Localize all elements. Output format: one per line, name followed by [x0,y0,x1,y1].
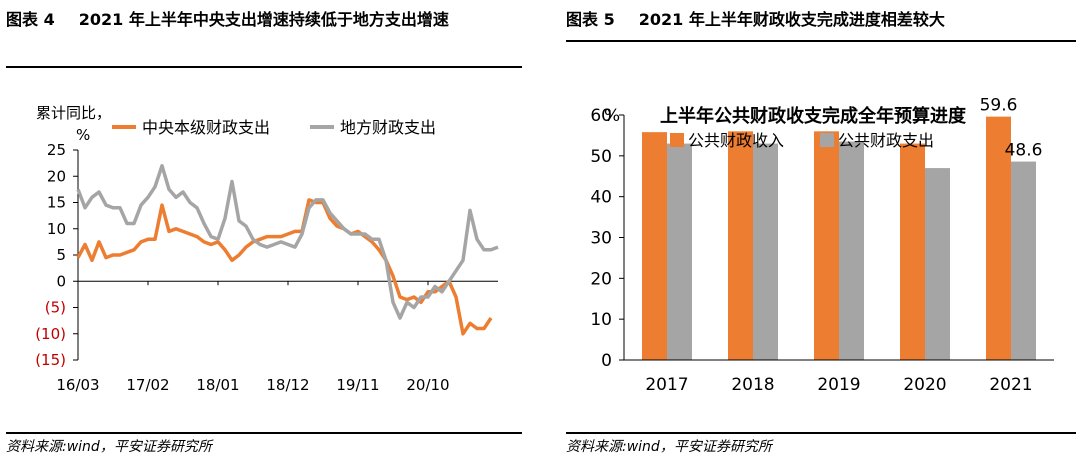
figure-4-title: 图表 4 2021 年上半年中央支出增速持续低于地方支出增速 [6,8,526,32]
bar-2019-expenditure [839,141,864,360]
series-line-1 [76,198,493,336]
y-tick-label: 10 [590,310,612,330]
y-tick-label: (5) [45,299,66,317]
y-tick-label: 20 [47,167,66,185]
bar-2018-revenue [728,131,753,360]
series-line-2 [76,164,499,320]
x-tick-label: 2017 [645,375,688,395]
x-tick-label: 2019 [817,375,860,395]
figure-4-top-rule [6,66,522,68]
y-axis-unit: % [76,126,90,144]
legend-label-1: 中央本级财政支出 [142,118,270,137]
figure-4-title-text: 2021 年上半年中央支出增速持续低于地方支出增速 [78,10,449,29]
bar-2020-expenditure [925,168,950,360]
figure-5-panel: 图表 5 2021 年上半年财政收支完成进度相差较大 0 10 20 30 40 50 60%… [560,0,1080,463]
bar-2017-revenue [642,132,667,360]
figure-5-source: 资料来源:wind，平安证券研究所 [566,439,772,455]
figure-4-number: 图表 4 [6,10,55,29]
legend-swatch-1 [670,133,684,147]
y-tick-label: 15 [47,194,66,212]
figure-5-number: 图表 5 [566,10,615,29]
figure-5-title-text: 2021 年上半年财政收支完成进度相差较大 [638,10,945,29]
x-tick-label: 19/11 [336,376,379,394]
legend-label-2: 公共财政支出 [838,131,934,150]
x-tick-label: 2018 [731,375,774,395]
bar-2020-revenue [900,143,925,360]
y-tick-label: (10) [35,325,66,343]
bar-2017-expenditure [667,143,692,360]
figure-4-bottom-rule [6,432,522,434]
figure-5-title: 图表 5 2021 年上半年财政收支完成进度相差较大 [566,8,1076,32]
line-chart: 累计同比，% 中央本级财政支出 地方财政支出 25 20 15 10 5 0 (5) (10) (15… [35,104,499,394]
x-tick-label: 20/10 [406,376,449,394]
bar-2021-expenditure [1011,161,1036,360]
bar-2019-revenue [814,131,839,360]
legend-label-1: 公共财政收入 [688,131,784,150]
data-label: 48.6 [1005,141,1043,161]
figure-4-panel: 图表 4 2021 年上半年中央支出增速持续低于地方支出增速 累计同比，% 中央本级… [0,0,530,463]
y-tick-label: 50 [590,147,612,167]
x-tick-label: 18/01 [196,376,239,394]
bar-2018-expenditure [753,143,778,360]
x-tick-label: 2021 [989,375,1032,395]
y-tick-label: (15) [35,351,66,369]
y-tick-label: 5 [56,246,66,264]
bar-2021-revenue [986,116,1011,360]
y-tick-label: 20 [590,269,612,289]
y-tick-label: 0 [56,272,66,290]
y-tick-label: 25 [47,141,66,159]
figure-5-top-rule [566,40,1076,42]
y-tick-label: 10 [47,220,66,238]
y-axis-label: 累计同比， [36,104,111,122]
legend-swatch-2 [820,133,834,147]
figure-5-bottom-rule [566,432,1076,434]
y-tick-label: 40 [590,188,612,208]
data-label: 59.6 [980,96,1018,116]
x-tick-label: 18/12 [266,376,309,394]
y-tick-label: 60 [590,106,612,126]
figure-4-source: 资料来源:wind，平安证券研究所 [6,439,212,455]
y-tick-label: 0 [601,351,612,371]
x-tick-label: 17/02 [126,376,169,394]
bar-chart: 0 10 20 30 40 50 60% 2017 2018 2019 2020 2021 59.6 48… [590,96,1054,395]
chart-title: 上半年公共财政收支完成全年预算进度 [660,105,967,127]
y-axis-unit: % [604,106,620,126]
x-tick-label: 2020 [903,375,946,395]
y-tick-label: 30 [590,229,612,249]
x-tick-label: 16/03 [56,376,99,394]
legend-label-2: 地方财政支出 [340,118,436,137]
